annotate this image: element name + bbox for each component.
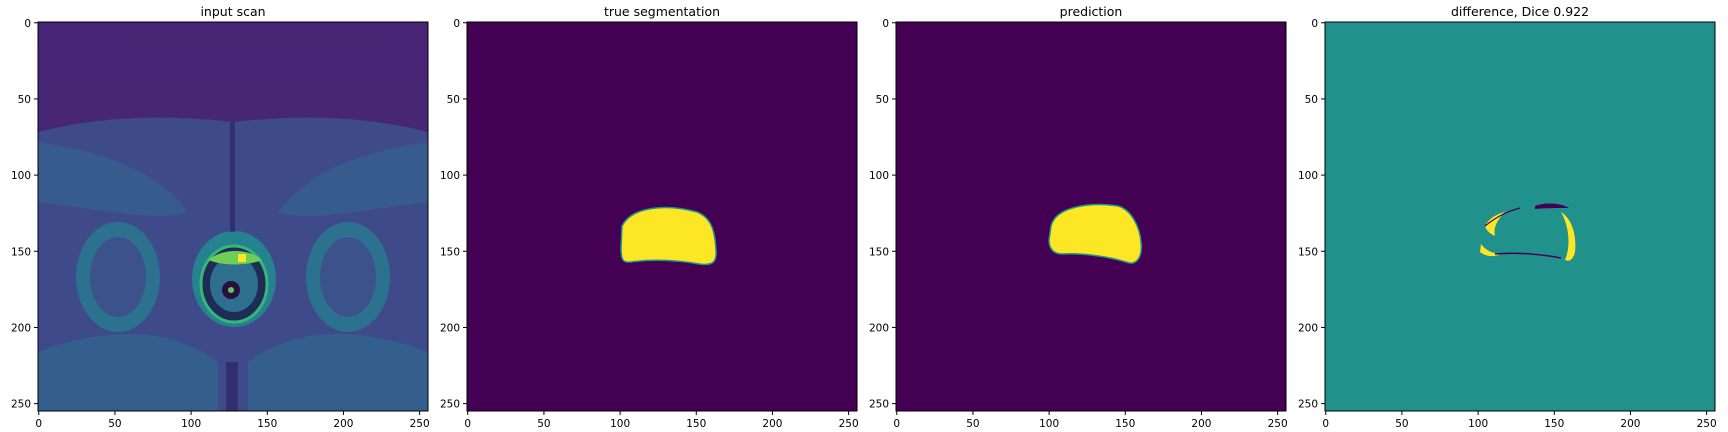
y-tick-label: 250	[869, 399, 889, 411]
scan-hotspot	[238, 254, 246, 262]
x-tick-label: 100	[1039, 418, 1059, 430]
y-tick-label: 0	[882, 18, 889, 30]
y-tick-label: 100	[869, 170, 889, 182]
scan-left-hip-core	[90, 237, 146, 317]
x-axis: 0 50 100 150 200 250	[893, 411, 1288, 430]
panel-title: input scan	[200, 4, 266, 19]
y-tick-label: 150	[440, 246, 460, 258]
panel-input-scan: input scan	[0, 0, 430, 432]
axes-frame	[37, 21, 429, 412]
x-tick-label: 150	[686, 418, 706, 430]
y-tick-label: 50	[447, 94, 460, 106]
y-axis: 0 50 100 150 200 250	[440, 18, 467, 411]
x-tick-label: 200	[762, 418, 782, 430]
y-tick-label: 0	[24, 18, 31, 30]
scan-midline-bottom	[226, 362, 238, 411]
axes-true-segmentation: 0 50 100 150 200 250 0 50 100 150 200 250	[440, 18, 859, 430]
y-tick-label: 0	[1311, 18, 1318, 30]
y-tick-label: 200	[440, 322, 460, 334]
x-axis: 0 50 100 150 200 250	[1322, 411, 1717, 430]
x-tick-label: 200	[333, 418, 353, 430]
x-tick-label: 0	[893, 418, 900, 430]
predicted-mask-region	[1048, 203, 1143, 264]
x-tick-label: 50	[1395, 418, 1408, 430]
x-tick-label: 100	[610, 418, 630, 430]
axes-difference: 0 50 100 150 200 250 0 50 100 150 200 250	[1298, 18, 1717, 430]
true-mask-region	[620, 206, 717, 266]
y-tick-label: 150	[869, 246, 889, 258]
difference-negative-bottom	[1494, 252, 1562, 259]
scan-left-glute	[38, 333, 218, 411]
x-tick-label: 50	[108, 418, 121, 430]
x-tick-label: 250	[1268, 418, 1288, 430]
y-tick-label: 200	[1298, 322, 1318, 334]
y-tick-label: 150	[1298, 246, 1318, 258]
axes-frame	[895, 21, 1287, 412]
x-tick-label: 250	[839, 418, 859, 430]
scan-right-hip-core	[320, 237, 376, 317]
y-tick-label: 50	[876, 94, 889, 106]
x-tick-label: 250	[1697, 418, 1717, 430]
x-tick-label: 50	[537, 418, 550, 430]
y-axis: 0 50 100 150 200 250	[11, 18, 38, 411]
scan-right-glute	[248, 333, 428, 411]
difference-background	[1325, 22, 1715, 411]
difference-positive-left-lower	[1480, 244, 1501, 257]
panel-title: true segmentation	[603, 4, 721, 19]
y-tick-label: 100	[440, 170, 460, 182]
y-tick-label: 0	[453, 18, 460, 30]
x-tick-label: 0	[35, 418, 42, 430]
difference-negative-edge	[1484, 207, 1521, 227]
y-tick-label: 250	[1298, 399, 1318, 411]
y-axis: 0 50 100 150 200 250	[869, 18, 896, 411]
panel-true-segmentation: true segmentation 0 50 100 150 200 250 0 50 100…	[429, 0, 859, 432]
x-tick-label: 0	[1322, 418, 1329, 430]
scan-bright-band	[208, 251, 262, 265]
axes-frame	[466, 21, 858, 412]
difference-negative-top	[1535, 203, 1569, 209]
y-tick-label: 50	[1305, 94, 1318, 106]
x-tick-label: 250	[410, 418, 430, 430]
x-tick-label: 100	[1468, 418, 1488, 430]
panel-title: prediction	[1059, 4, 1123, 19]
panel-title: difference, Dice 0.922	[1450, 4, 1590, 19]
x-axis: 0 50 100 150 200 250	[464, 411, 859, 430]
scan-lumen-center	[228, 287, 234, 293]
axes-prediction: 0 50 100 150 200 250 0 50 100 150 200 250	[869, 18, 1288, 430]
panel-difference: difference, Dice 0.922 0 50 100 150 200 250 0…	[1287, 0, 1717, 432]
y-tick-label: 200	[869, 322, 889, 334]
y-tick-label: 100	[1298, 170, 1318, 182]
x-tick-label: 100	[181, 418, 201, 430]
x-tick-label: 150	[257, 418, 277, 430]
x-axis: 0 50 100 150 200 250	[35, 411, 430, 430]
scan-midline	[230, 122, 235, 232]
scan-left-muscle	[38, 142, 188, 217]
y-tick-label: 50	[18, 94, 31, 106]
x-tick-label: 0	[464, 418, 471, 430]
y-axis: 0 50 100 150 200 250	[1298, 18, 1325, 411]
y-tick-label: 250	[440, 399, 460, 411]
x-tick-label: 150	[1544, 418, 1564, 430]
axes-input-scan: 0 50 100 150 200 250 0 50 100 150 200 250	[11, 18, 430, 430]
difference-positive-right	[1561, 212, 1576, 261]
x-tick-label: 200	[1620, 418, 1640, 430]
y-tick-label: 250	[11, 399, 31, 411]
x-tick-label: 150	[1115, 418, 1135, 430]
difference-positive-left-upper	[1485, 212, 1505, 236]
panel-prediction: prediction 0 50 100 150 200 250 0 50 100 150 200 2…	[858, 0, 1288, 432]
x-tick-label: 200	[1191, 418, 1211, 430]
axes-frame	[1324, 21, 1716, 412]
scan-right-muscle	[278, 142, 428, 217]
x-tick-label: 50	[966, 418, 979, 430]
y-tick-label: 200	[11, 322, 31, 334]
y-tick-label: 150	[11, 246, 31, 258]
y-tick-label: 100	[11, 170, 31, 182]
